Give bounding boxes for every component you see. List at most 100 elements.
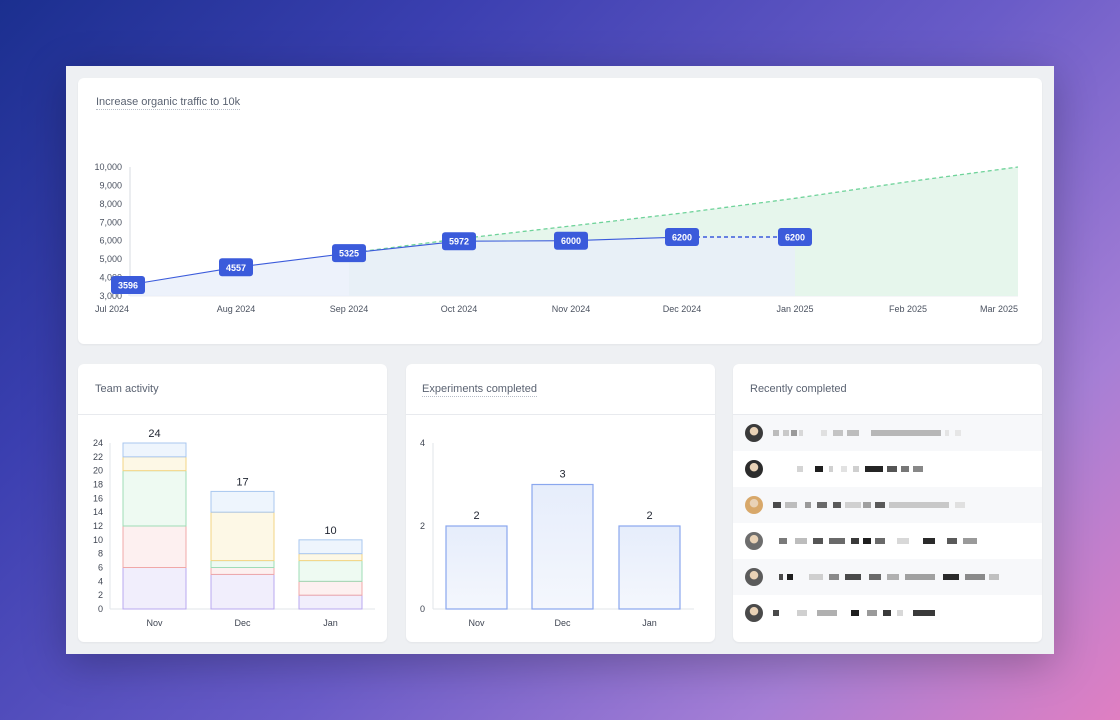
redacted-text xyxy=(779,574,783,580)
recently-completed-title: Recently completed xyxy=(750,383,847,395)
bar-segment xyxy=(122,567,187,610)
y-tick-label: 4 xyxy=(98,576,103,586)
y-tick-label: 6,000 xyxy=(99,236,122,246)
data-point-label: 6000 xyxy=(561,236,581,246)
data-point-badge xyxy=(111,276,145,295)
redacted-text xyxy=(787,574,793,580)
y-tick-label: 0 xyxy=(420,604,425,614)
y-tick-label: 24 xyxy=(93,438,103,448)
redacted-text xyxy=(851,538,859,544)
y-tick-label: 2 xyxy=(420,521,425,531)
bar-segment xyxy=(122,442,187,458)
redacted-text xyxy=(887,574,899,580)
list-item[interactable] xyxy=(733,559,1042,595)
redacted-text xyxy=(773,610,779,616)
x-tick-label: Dec 2024 xyxy=(663,304,702,314)
y-tick-label: 3,000 xyxy=(99,291,122,301)
redacted-text xyxy=(809,574,823,580)
redacted-text xyxy=(791,430,797,436)
bar-segment xyxy=(210,573,275,610)
redacted-text xyxy=(845,502,861,508)
x-tick-label: Nov xyxy=(468,618,485,628)
actual-area xyxy=(128,237,795,296)
dashboard-window: Increase organic traffic to 10k 10,000 9,… xyxy=(66,66,1054,654)
bar-segment xyxy=(298,560,363,582)
y-tick-label: 4 xyxy=(420,438,425,448)
avatar xyxy=(745,424,763,442)
y-tick-label: 9,000 xyxy=(99,180,122,190)
x-tick-label: Sep 2024 xyxy=(330,304,369,314)
y-tick-label: 20 xyxy=(93,466,103,476)
y-tick-label: 10 xyxy=(93,535,103,545)
data-point-badge xyxy=(665,228,699,247)
bar-segment xyxy=(210,490,275,513)
redacted-text xyxy=(955,430,961,436)
y-tick-label: 12 xyxy=(93,521,103,531)
redacted-text xyxy=(773,430,779,436)
team-activity-card: Team activity 24 22 20 18 16 14 12 10 8 6 4 2 0 24 Nov… xyxy=(78,364,387,642)
bar-segment xyxy=(122,525,187,568)
redacted-text xyxy=(815,466,823,472)
y-tick-label: 5,000 xyxy=(99,254,122,264)
bar-segment xyxy=(210,567,275,575)
traffic-goal-card: Increase organic traffic to 10k 10,000 9,… xyxy=(78,78,1042,344)
redacted-text xyxy=(889,502,949,508)
bar-segment xyxy=(298,553,363,562)
list-item[interactable] xyxy=(733,595,1042,631)
card-divider xyxy=(406,414,715,415)
bar-total-label: 17 xyxy=(236,476,248,488)
redacted-text xyxy=(947,538,957,544)
y-tick-label: 2 xyxy=(98,590,103,600)
x-tick-label: Feb 2025 xyxy=(889,304,927,314)
bar-segment xyxy=(122,456,187,472)
bar-segment xyxy=(210,511,275,562)
redacted-text xyxy=(875,502,885,508)
bar-total-label: 10 xyxy=(324,525,336,537)
bar-value-label: 2 xyxy=(646,510,652,522)
data-point-badge xyxy=(778,228,812,247)
card-divider xyxy=(733,414,1042,415)
list-item[interactable] xyxy=(733,415,1042,451)
y-tick-label: 0 xyxy=(98,604,103,614)
redacted-text xyxy=(779,538,787,544)
experiments-title[interactable]: Experiments completed xyxy=(422,383,537,397)
y-tick-label: 22 xyxy=(93,452,103,462)
redacted-text xyxy=(913,610,935,616)
y-tick-label: 7,000 xyxy=(99,217,122,227)
x-tick-label: Dec xyxy=(554,618,571,628)
experiment-bar xyxy=(618,525,681,610)
y-tick-label: 8,000 xyxy=(99,199,122,209)
data-point-badge xyxy=(554,231,588,250)
y-tick-label: 4,000 xyxy=(99,273,122,283)
redacted-text xyxy=(869,574,881,580)
redacted-text xyxy=(805,502,811,508)
redacted-text xyxy=(817,610,837,616)
redacted-text xyxy=(783,430,789,436)
bar-value-label: 3 xyxy=(559,469,565,481)
bar-segment xyxy=(122,470,187,527)
avatar xyxy=(745,496,763,514)
redacted-text xyxy=(851,610,859,616)
list-item[interactable] xyxy=(733,523,1042,559)
y-tick-label: 18 xyxy=(93,480,103,490)
experiments-chart: 4 2 0 2 Nov 3 Dec 2 Jan xyxy=(420,438,694,628)
card-divider xyxy=(78,414,387,415)
x-tick-label: Oct 2024 xyxy=(441,304,478,314)
avatar xyxy=(745,604,763,622)
redacted-text xyxy=(833,430,843,436)
list-item[interactable] xyxy=(733,487,1042,523)
redacted-text xyxy=(863,502,871,508)
x-tick-label: Dec xyxy=(234,618,251,628)
actual-line xyxy=(127,236,683,286)
redacted-text xyxy=(799,430,803,436)
bar-segment xyxy=(298,580,363,596)
list-item[interactable] xyxy=(733,451,1042,487)
y-tick-label: 8 xyxy=(98,549,103,559)
redacted-text xyxy=(897,610,903,616)
redacted-text xyxy=(943,574,959,580)
data-point-label: 5325 xyxy=(339,249,359,259)
redacted-text xyxy=(797,466,803,472)
redacted-text xyxy=(913,466,923,472)
traffic-goal-title[interactable]: Increase organic traffic to 10k xyxy=(96,96,241,110)
